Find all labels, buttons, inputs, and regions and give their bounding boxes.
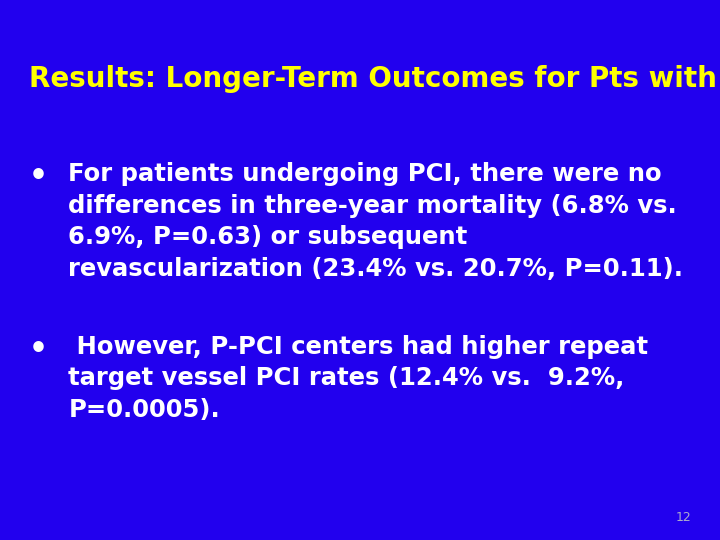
Text: •: • [29, 162, 48, 191]
Text: For patients undergoing PCI, there were no
differences in three-year mortality (: For patients undergoing PCI, there were … [68, 162, 683, 281]
Text: •: • [29, 335, 48, 364]
Text: However, P-PCI centers had higher repeat
target vessel PCI rates (12.4% vs.  9.2: However, P-PCI centers had higher repeat… [68, 335, 649, 422]
Text: Results: Longer-Term Outcomes for Pts with PCI: Results: Longer-Term Outcomes for Pts wi… [29, 65, 720, 93]
Text: 12: 12 [675, 511, 691, 524]
